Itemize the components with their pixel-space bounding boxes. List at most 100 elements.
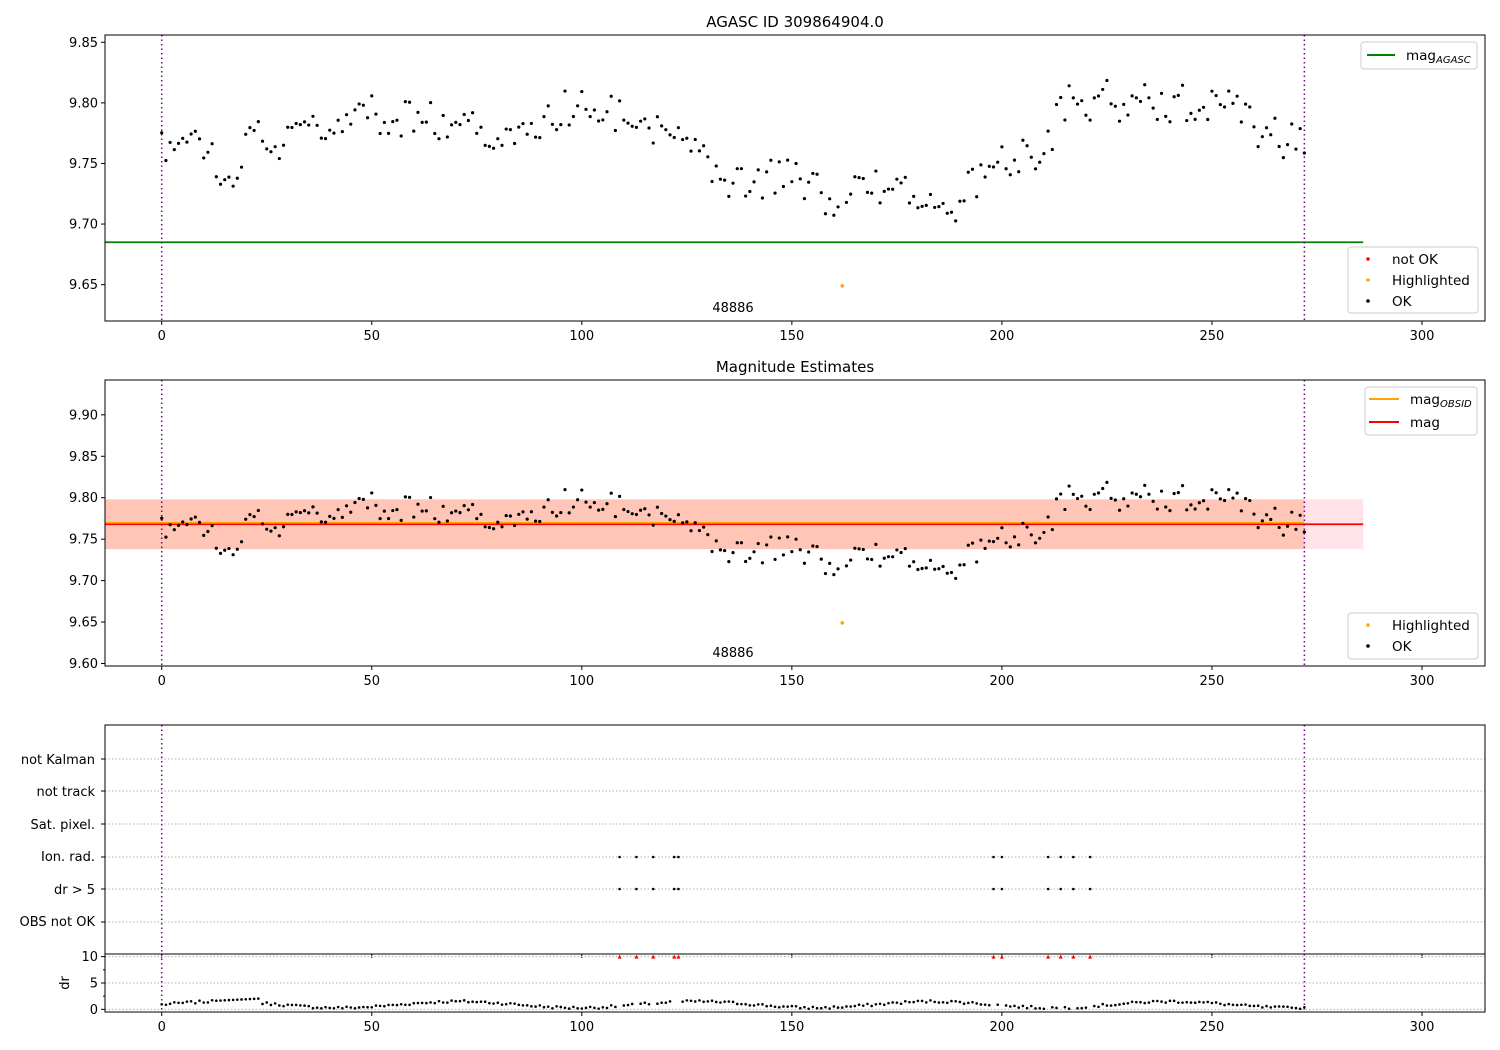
dr-point bbox=[446, 1001, 449, 1004]
dr-point bbox=[920, 999, 924, 1003]
dr-point bbox=[206, 1001, 210, 1004]
dr-point bbox=[349, 1006, 353, 1009]
mid-ok-point bbox=[189, 517, 193, 521]
dr-point bbox=[215, 999, 218, 1003]
dr-point bbox=[320, 1007, 323, 1010]
top-ok-point bbox=[210, 142, 214, 146]
flag-label-dr-gt-5: dr > 5 bbox=[54, 883, 95, 898]
dr-point bbox=[559, 1005, 563, 1009]
top-ok-point bbox=[1071, 96, 1075, 100]
dr-point bbox=[567, 1007, 571, 1010]
mid-ok-point bbox=[1113, 498, 1117, 502]
top-ok-point bbox=[823, 212, 828, 216]
dr-point bbox=[509, 1001, 512, 1005]
top-ok-point bbox=[609, 94, 613, 98]
top-ok-point bbox=[395, 118, 399, 122]
dr-point bbox=[1122, 1002, 1126, 1006]
top-ok-point bbox=[554, 128, 559, 132]
mid-ok-point bbox=[605, 502, 609, 506]
top-ok-point bbox=[512, 141, 517, 146]
top-ok-point bbox=[1025, 144, 1029, 148]
mid-ok-point bbox=[601, 507, 605, 511]
dr-point bbox=[1223, 1003, 1226, 1007]
dr-point bbox=[177, 1001, 180, 1005]
top-ytick-label: 9.70 bbox=[69, 218, 98, 233]
dr-point bbox=[660, 1001, 663, 1005]
dr-clipped-marker bbox=[1058, 954, 1063, 959]
top-ok-point bbox=[760, 196, 765, 200]
top-xtick-label: 0 bbox=[158, 329, 166, 344]
dr-point bbox=[845, 1005, 848, 1008]
mid-ok-point bbox=[332, 516, 336, 520]
dr-point bbox=[1151, 999, 1155, 1003]
mid-ok-point bbox=[874, 542, 878, 546]
top-ok-point bbox=[618, 99, 622, 103]
dr-point bbox=[1139, 1000, 1142, 1004]
dr-point bbox=[500, 1003, 504, 1006]
dr-point bbox=[437, 999, 441, 1003]
top-ytick-label: 9.65 bbox=[69, 278, 98, 293]
mid-ok-point bbox=[966, 543, 970, 547]
top-ok-point bbox=[878, 201, 882, 205]
dr-point bbox=[307, 1004, 311, 1008]
dr-point bbox=[924, 1001, 928, 1004]
svg-text:magAGASC: magAGASC bbox=[1406, 48, 1471, 66]
mid-ok-point bbox=[1122, 497, 1126, 501]
top-ok-point bbox=[613, 128, 618, 133]
top-ok-point bbox=[1285, 143, 1290, 147]
top-ok-point bbox=[391, 120, 395, 124]
mid-ok-point bbox=[533, 519, 538, 523]
top-ok-point bbox=[218, 182, 223, 186]
mid-ok-point bbox=[281, 525, 286, 529]
dr-point bbox=[236, 998, 239, 1001]
dr-point bbox=[958, 1000, 962, 1004]
dr-point bbox=[1286, 1005, 1289, 1009]
top-ok-point bbox=[996, 160, 1000, 164]
mid-ok-point bbox=[580, 488, 584, 492]
mid-ok-point bbox=[945, 571, 949, 575]
top-ok-point bbox=[622, 118, 626, 122]
top-ok-point bbox=[1101, 87, 1105, 92]
mid-ok-point bbox=[315, 511, 319, 515]
mid-ok-point bbox=[403, 495, 407, 499]
mid-ok-point bbox=[479, 512, 483, 516]
mid-ok-point bbox=[1084, 504, 1088, 508]
mid-ok-point bbox=[1004, 541, 1008, 545]
mid-ok-point bbox=[496, 520, 500, 524]
top-ok-point bbox=[819, 191, 823, 195]
top-ytick-label: 9.75 bbox=[69, 157, 98, 172]
mid-ytick-label: 9.85 bbox=[69, 450, 98, 465]
top-ok-point bbox=[1302, 151, 1306, 155]
dr-point bbox=[685, 999, 689, 1002]
top-ok-point bbox=[928, 192, 933, 197]
mid-ok-point bbox=[559, 510, 563, 515]
top-ok-point bbox=[185, 140, 189, 144]
mid-ok-point bbox=[1302, 530, 1306, 534]
top-ok-point bbox=[689, 149, 693, 153]
top-ok-point bbox=[546, 104, 550, 108]
top-ok-point bbox=[702, 144, 706, 148]
dr-point bbox=[311, 1006, 315, 1010]
dr-point bbox=[227, 998, 231, 1002]
mid-ok-point bbox=[1269, 517, 1273, 522]
dr-point bbox=[181, 1001, 185, 1005]
mid-ok-point bbox=[1147, 492, 1151, 496]
mid-ok-point bbox=[412, 515, 416, 519]
top-ok-point bbox=[882, 189, 886, 194]
dr-clipped-marker bbox=[1071, 954, 1076, 959]
mid-ok-point bbox=[748, 556, 752, 560]
mid-ok-point bbox=[576, 498, 580, 502]
top-ok-point bbox=[580, 90, 584, 94]
dr-point bbox=[580, 1007, 584, 1010]
mid-ok-point bbox=[470, 502, 475, 507]
mid-ok-point bbox=[584, 500, 588, 504]
mid-ok-point bbox=[1210, 488, 1214, 492]
dr-point bbox=[1008, 1005, 1012, 1008]
mid-ok-point bbox=[958, 563, 962, 567]
top-ytick-label: 9.80 bbox=[69, 96, 98, 111]
mid-ok-point bbox=[1092, 492, 1096, 496]
mid-ok-point bbox=[844, 564, 849, 568]
top-ok-point bbox=[571, 114, 576, 119]
mid-ok-point bbox=[756, 541, 760, 546]
mid-ok-point bbox=[735, 541, 739, 545]
